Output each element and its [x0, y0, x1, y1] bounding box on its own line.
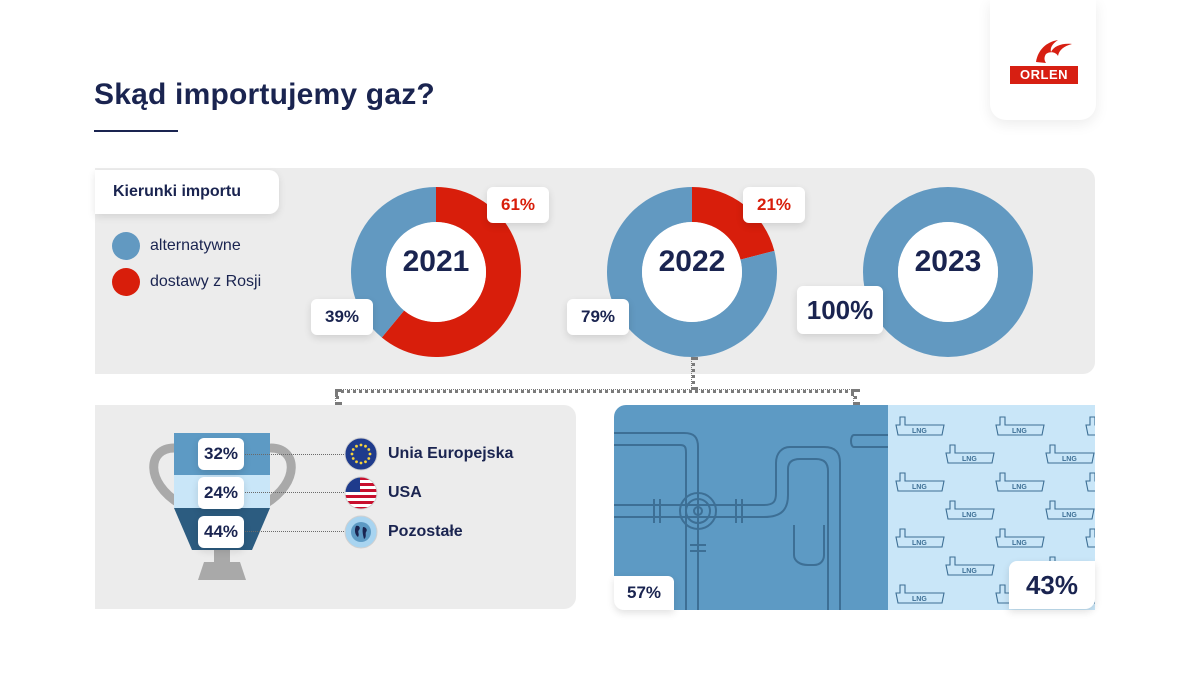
slice-label-russia-2021: 61%: [487, 187, 549, 223]
eu-star-icon: [355, 460, 358, 464]
orlen-logo: ORLEN: [990, 0, 1096, 120]
share-label-pipeline: 57%: [614, 576, 674, 610]
connector-stem: [691, 357, 695, 390]
slice-label-russia-2022: 21%: [743, 187, 805, 223]
eagle-icon: [1036, 40, 1072, 63]
lng-tanker-icon: LNG: [895, 584, 945, 604]
leader-line-eu: [240, 454, 344, 455]
lng-tanker-icon: LNG: [1045, 500, 1095, 520]
country-label: Pozostałe: [388, 523, 463, 540]
legend-swatch-russia: [112, 268, 140, 296]
svg-text:LNG: LNG: [1062, 512, 1077, 519]
lng-tanker-icon: LNG: [1085, 416, 1095, 436]
donut-slice-alternative: [863, 187, 1033, 357]
svg-text:LNG: LNG: [912, 540, 927, 547]
donut-hole: [386, 222, 486, 322]
svg-text:LNG: LNG: [912, 596, 927, 603]
lng-tanker-icon: LNG: [895, 472, 945, 492]
eu-flag-icon: [344, 437, 378, 471]
donut-year-label: 2022: [658, 245, 726, 278]
pipeline-panel: [614, 405, 888, 610]
country-other: Pozostałe: [344, 515, 463, 549]
lng-tanker-icon: LNG: [1045, 444, 1095, 464]
legend-label: dostawy z Rosji: [150, 273, 262, 290]
legend-item-alternative: alternatywne: [112, 231, 241, 261]
slice-label-alternative-2022: 79%: [567, 299, 629, 335]
lng-tanker-icon: LNG: [945, 444, 995, 464]
svg-text:LNG: LNG: [962, 512, 977, 519]
us-flag-icon: [344, 476, 378, 510]
leader-line-usa: [240, 492, 344, 493]
country-label: USA: [388, 484, 422, 501]
share-label-lng: 43%: [1009, 561, 1095, 609]
pipeline-icon: [614, 432, 888, 610]
donut-chart-2021: 2021: [351, 187, 521, 362]
eu-star-icon: [364, 444, 367, 448]
eu-star-icon: [351, 448, 355, 451]
donut-hole: [898, 222, 998, 322]
lng-tanker-icon: LNG: [895, 528, 945, 548]
svg-text:LNG: LNG: [1062, 456, 1077, 463]
lng-tanker-icon: LNG: [895, 416, 945, 436]
title-underline: [94, 130, 178, 132]
donut-year-label: 2023: [914, 245, 982, 278]
connector-left-drop: [335, 389, 339, 405]
eu-star-icon: [359, 461, 363, 465]
eu-star-icon: [364, 460, 367, 464]
svg-text:LNG: LNG: [962, 456, 977, 463]
slice-label-alternative-2023: 100%: [797, 286, 883, 334]
lng-tanker-icon: LNG: [995, 416, 1045, 436]
donut-slice-alternative: [607, 187, 777, 357]
share-label-eu: 32%: [198, 438, 244, 470]
lng-tanker-icon: LNG: [1085, 472, 1095, 492]
slice-label-alternative-2021: 39%: [311, 299, 373, 335]
lng-tanker-icon: LNG: [945, 556, 995, 576]
donut-slice-russia: [381, 187, 521, 357]
legend-swatch-alternative: [112, 232, 140, 260]
svg-text:LNG: LNG: [912, 428, 927, 435]
legend-title: Kierunki importu: [95, 170, 279, 214]
donut-hole: [642, 222, 742, 322]
eu-star-icon: [350, 452, 354, 456]
svg-text:LNG: LNG: [1012, 484, 1027, 491]
legend-item-russia: dostawy z Rosji: [112, 267, 261, 297]
eu-star-icon: [367, 448, 371, 451]
globe-icon: [344, 515, 378, 549]
share-label-usa: 24%: [198, 477, 244, 509]
svg-text:LNG: LNG: [962, 568, 977, 575]
lng-tanker-icon: LNG: [995, 528, 1045, 548]
logo-wordmark: ORLEN: [1010, 66, 1078, 84]
page-title: Skąd importujemy gaz?: [94, 78, 435, 111]
connector-bar: [335, 389, 854, 393]
svg-text:LNG: LNG: [912, 484, 927, 491]
connector-right-drop: [853, 389, 857, 405]
eu-star-icon: [351, 457, 355, 460]
eu-star-icon: [359, 443, 363, 447]
donut-year-label: 2021: [402, 245, 470, 278]
leader-line-other: [240, 531, 344, 532]
eu-star-icon: [355, 444, 358, 448]
country-eu: Unia Europejska: [344, 437, 513, 471]
eu-star-icon: [367, 457, 371, 460]
donut-slice-russia: [692, 187, 775, 260]
country-usa: USA: [344, 476, 422, 510]
lng-tanker-icon: LNG: [995, 472, 1045, 492]
lng-tanker-icon: LNG: [945, 500, 995, 520]
donut-chart-2022: 2022: [607, 187, 777, 362]
eu-star-icon: [368, 452, 372, 456]
svg-text:LNG: LNG: [1012, 428, 1027, 435]
svg-text:LNG: LNG: [1012, 540, 1027, 547]
lng-tanker-icon: LNG: [1085, 528, 1095, 548]
donut-chart-2023: 2023: [863, 187, 1033, 362]
donut-slice-alternative: [351, 187, 436, 338]
share-label-other: 44%: [198, 516, 244, 548]
country-label: Unia Europejska: [388, 445, 514, 462]
legend-label: alternatywne: [150, 237, 241, 254]
